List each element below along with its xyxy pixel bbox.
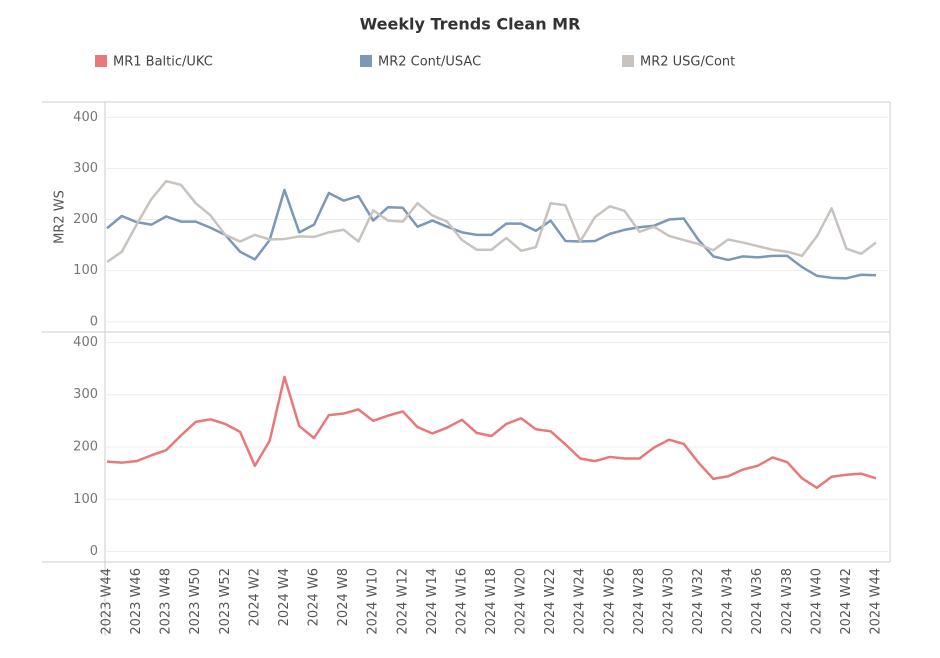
x-tick-label: 2023 W48: [159, 568, 174, 635]
y-tick-label: 300: [73, 161, 98, 176]
series-line: [106, 179, 877, 264]
legend-label: MR2 Cont/USAC: [378, 55, 481, 70]
x-tick-label: 2024 W2: [247, 568, 262, 626]
y-tick-label: 0: [90, 314, 98, 329]
x-tick-label: 2024 W16: [454, 568, 469, 635]
x-tick-label: 2024 W4: [277, 568, 292, 626]
y-tick-label: 200: [73, 212, 98, 227]
y-tick-label: 100: [73, 263, 98, 278]
series-line: [106, 375, 877, 490]
y-tick-label: 300: [73, 387, 98, 402]
x-tick-label: 2024 W14: [425, 568, 440, 635]
x-tick-label: 2023 W46: [129, 568, 144, 635]
x-tick-label: 2024 W8: [336, 568, 351, 626]
y-tick-label: 400: [73, 110, 98, 125]
x-tick-label: 2024 W28: [632, 568, 647, 635]
legend-swatch: [360, 55, 372, 67]
y-tick-label: 400: [73, 335, 98, 350]
x-tick-label: 2024 W22: [543, 568, 558, 635]
x-tick-label: 2023 W50: [188, 568, 203, 635]
x-tick-label: 2024 W10: [366, 568, 381, 635]
x-tick-label: 2024 W30: [661, 568, 676, 635]
x-tick-label: 2024 W6: [307, 568, 322, 626]
x-tick-label: 2024 W40: [809, 568, 824, 635]
chart-title: Weekly Trends Clean MR: [360, 15, 581, 34]
y-tick-label: 100: [73, 492, 98, 507]
x-tick-label: 2024 W18: [484, 568, 499, 635]
y-axis-label: MR2 WS: [53, 190, 68, 244]
series-line: [106, 188, 877, 280]
x-tick-label: 2023 W52: [218, 568, 233, 635]
x-tick-label: 2024 W36: [750, 568, 765, 635]
x-tick-label: 2024 W24: [573, 568, 588, 635]
legend-swatch: [622, 55, 634, 67]
x-tick-label: 2024 W32: [691, 568, 706, 635]
legend-label: MR2 USG/Cont: [640, 55, 735, 70]
x-tick-label: 2023 W44: [100, 568, 115, 635]
x-tick-label: 2024 W20: [514, 568, 529, 635]
x-tick-label: 2024 W42: [839, 568, 854, 635]
x-tick-label: 2024 W38: [780, 568, 795, 635]
y-tick-label: 0: [90, 544, 98, 559]
legend-swatch: [95, 55, 107, 67]
x-tick-label: 2024 W34: [721, 568, 736, 635]
x-tick-label: 2024 W26: [602, 568, 617, 635]
y-tick-label: 200: [73, 440, 98, 455]
x-tick-label: 2024 W12: [395, 568, 410, 635]
legend-label: MR1 Baltic/UKC: [113, 55, 213, 70]
x-tick-label: 2024 W44: [869, 568, 884, 635]
